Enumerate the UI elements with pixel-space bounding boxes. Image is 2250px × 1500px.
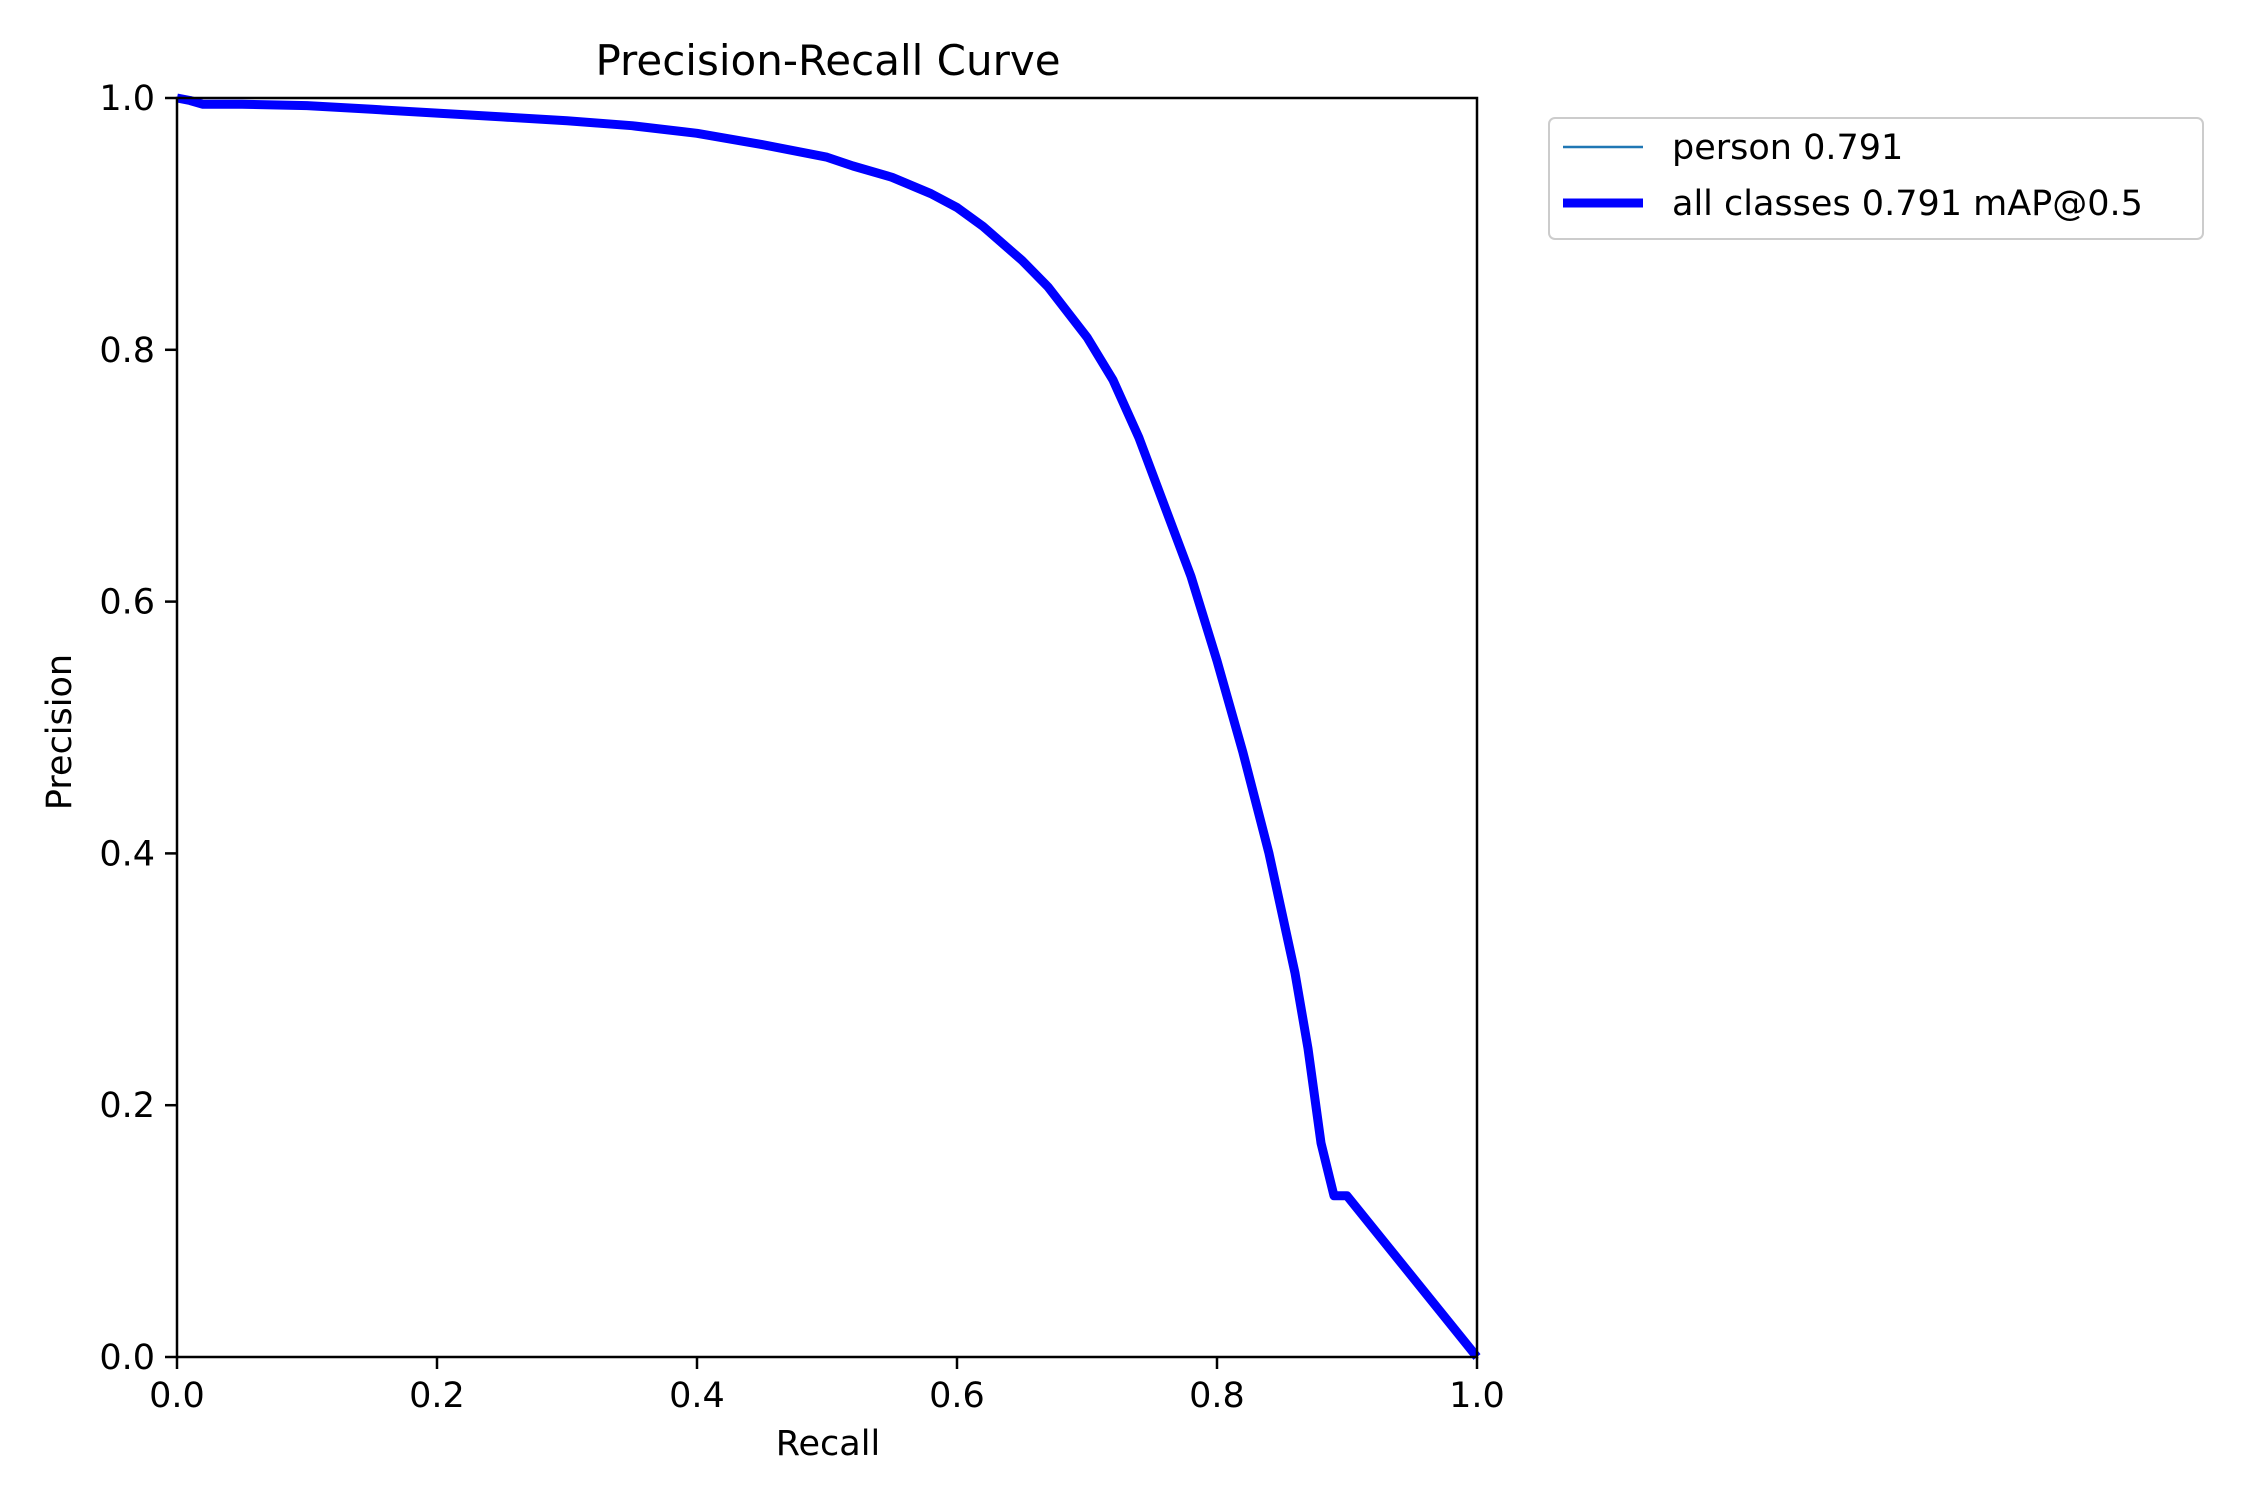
- series-line-1: [176, 93, 1481, 1360]
- x-tick-label: 0.8: [1189, 1376, 1245, 1416]
- legend-box: [1548, 117, 2204, 240]
- x-axis-ticks: 0.0 0.2 0.4 0.6 0.8 1.0: [149, 1357, 1505, 1416]
- x-tick-label: 0.2: [409, 1376, 465, 1416]
- x-tick-label: 0.4: [669, 1376, 725, 1416]
- y-tick-label: 0.8: [99, 331, 155, 371]
- x-tick-label: 0.6: [929, 1376, 985, 1416]
- series-layer: [176, 93, 1481, 1360]
- legend-label-all-classes: all classes 0.791 mAP@0.5: [1672, 184, 2143, 224]
- legend-label-person: person 0.791: [1672, 128, 1903, 168]
- y-tick-label: 1.0: [99, 79, 155, 119]
- x-axis-label: Recall: [776, 1424, 880, 1464]
- legend: person 0.791 all classes 0.791 mAP@0.5: [1548, 117, 2204, 240]
- y-tick-label: 0.4: [99, 834, 155, 874]
- y-tick-label: 0.6: [99, 583, 155, 623]
- x-tick-label: 0.0: [149, 1376, 205, 1416]
- series-line-0: [176, 96, 1478, 1358]
- y-tick-label: 0.0: [99, 1338, 155, 1378]
- chart-title: Precision-Recall Curve: [595, 36, 1060, 85]
- x-tick-label: 1.0: [1449, 1376, 1505, 1416]
- plot-frame: [175, 96, 1479, 1359]
- y-axis-label: Precision: [40, 654, 80, 810]
- y-tick-label: 0.2: [99, 1086, 155, 1126]
- y-axis-ticks: 0.0 0.2 0.4 0.6 0.8 1.0: [99, 79, 177, 1378]
